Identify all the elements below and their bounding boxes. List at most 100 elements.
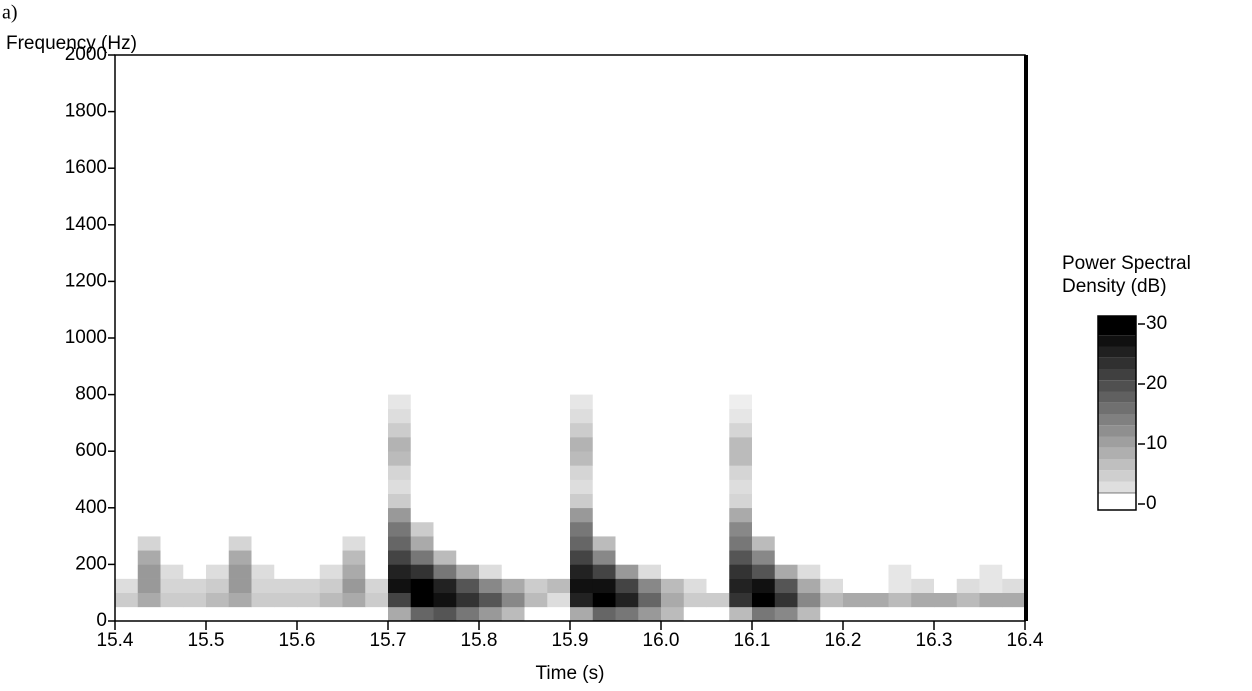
y-tick-label: 200 — [75, 553, 107, 574]
cell — [956, 507, 980, 523]
cell — [820, 550, 844, 565]
cell — [979, 394, 1003, 410]
cell — [342, 521, 366, 537]
cell — [183, 606, 207, 622]
cell — [160, 408, 184, 424]
cell — [865, 578, 889, 593]
cell — [479, 578, 503, 593]
cell — [319, 536, 343, 551]
cell — [524, 550, 548, 565]
cell — [774, 536, 798, 551]
cell — [638, 507, 662, 523]
cell — [797, 521, 821, 537]
cell — [1002, 422, 1026, 438]
cell — [934, 578, 958, 593]
cell — [319, 437, 343, 452]
cell — [934, 592, 958, 608]
cell — [956, 521, 980, 537]
cell — [820, 507, 844, 523]
cell — [661, 451, 685, 466]
cell — [297, 422, 321, 438]
cell — [570, 521, 594, 537]
cell — [706, 507, 730, 523]
cell — [501, 408, 525, 424]
cell — [843, 394, 867, 410]
cell — [342, 536, 366, 551]
cell — [797, 422, 821, 438]
panel-label: a) — [2, 2, 18, 24]
cell — [479, 550, 503, 565]
cell — [956, 437, 980, 452]
cell — [274, 422, 298, 438]
cell — [615, 564, 639, 579]
cell — [570, 578, 594, 593]
cell — [274, 592, 298, 608]
cell — [820, 479, 844, 494]
cell — [274, 479, 298, 494]
cell — [183, 408, 207, 424]
cell — [319, 564, 343, 579]
colorbar-step — [1098, 316, 1136, 336]
cell — [979, 437, 1003, 452]
cell — [1002, 408, 1026, 424]
cell — [683, 451, 707, 466]
cell — [934, 408, 958, 424]
cell — [388, 564, 412, 579]
cell — [570, 408, 594, 424]
y-tick-label: 1000 — [65, 327, 107, 348]
cell — [206, 479, 230, 494]
cell — [911, 479, 935, 494]
cell — [433, 550, 457, 565]
cell — [251, 536, 275, 551]
cell — [479, 536, 503, 551]
cell — [183, 592, 207, 608]
cell — [706, 536, 730, 551]
cell — [592, 606, 616, 622]
cell — [1002, 592, 1026, 608]
cell — [251, 521, 275, 537]
cell — [843, 493, 867, 509]
cell — [888, 408, 912, 424]
cell — [160, 507, 184, 523]
cell — [501, 465, 525, 480]
cell — [683, 606, 707, 622]
cell — [706, 422, 730, 438]
colorbar-step — [1098, 391, 1136, 403]
cell — [297, 451, 321, 466]
cell — [797, 550, 821, 565]
cell — [979, 408, 1003, 424]
cell — [1002, 451, 1026, 466]
cell — [388, 408, 412, 424]
cell — [456, 606, 480, 622]
cell — [888, 479, 912, 494]
cell — [843, 606, 867, 622]
cell — [1002, 550, 1026, 565]
cell — [661, 493, 685, 509]
cell — [137, 394, 161, 410]
cell — [888, 507, 912, 523]
cell — [479, 408, 503, 424]
colorbar-step — [1098, 346, 1136, 358]
cell — [865, 606, 889, 622]
y-axis-label: Frequency (Hz) — [6, 33, 137, 54]
cell — [797, 536, 821, 551]
cell — [547, 521, 571, 537]
x-tick-label: 16.0 — [643, 630, 680, 651]
cell — [228, 592, 252, 608]
cell — [160, 479, 184, 494]
cell — [797, 465, 821, 480]
cell — [183, 521, 207, 537]
cell — [979, 465, 1003, 480]
cell — [342, 592, 366, 608]
cell — [115, 578, 139, 593]
cell — [956, 536, 980, 551]
cell — [388, 606, 412, 622]
cell — [228, 408, 252, 424]
cell — [297, 536, 321, 551]
cell — [797, 479, 821, 494]
cell — [410, 592, 434, 608]
cell — [137, 479, 161, 494]
cell — [319, 592, 343, 608]
cell — [319, 521, 343, 537]
cell — [183, 479, 207, 494]
